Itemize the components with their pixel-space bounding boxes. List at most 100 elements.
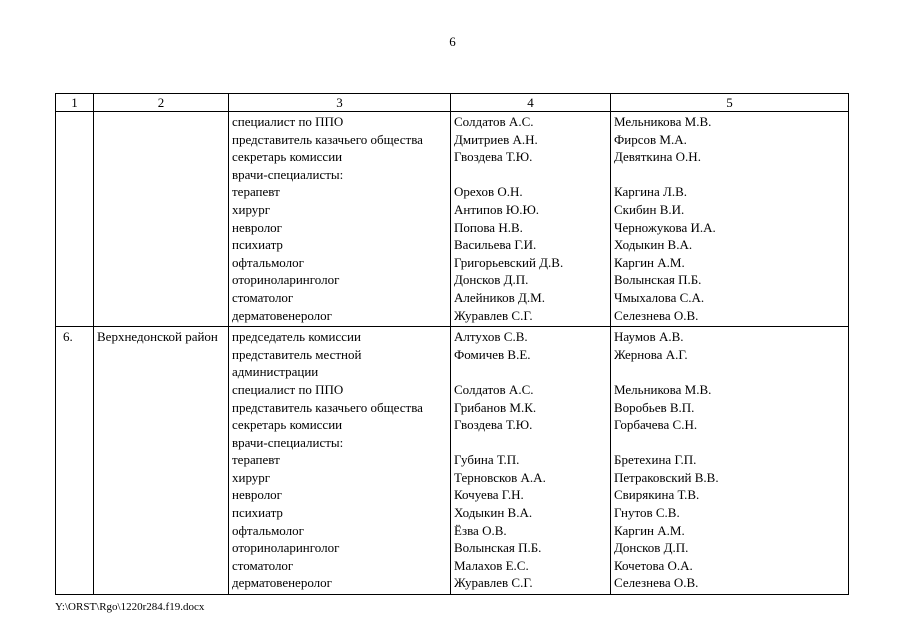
- cell-line: [454, 166, 607, 184]
- cell-line: Селезнева О.В.: [614, 575, 699, 591]
- table-row: 6. Верхнедонской район председатель коми…: [55, 326, 849, 596]
- cell-line: Малахов Е.С.: [454, 557, 529, 573]
- cell-line: Селезнева О.В.: [614, 307, 699, 323]
- cell-line: стоматолог: [232, 557, 294, 573]
- cell-line: Терновсков А.А.: [454, 469, 546, 485]
- cell-line: Чмыхалова С.А.: [614, 289, 705, 305]
- cell-line: [454, 363, 607, 381]
- cell-line: врачи-специалисты:: [232, 166, 344, 182]
- cell-line: Ходыкин В.А.: [614, 237, 693, 253]
- cell-line: администрации: [232, 364, 319, 380]
- cell-line: хирург: [232, 469, 271, 485]
- cell-line: Наумов А.В.: [614, 329, 684, 345]
- cell-line: Волынская П.Б.: [454, 540, 542, 556]
- cell-line: Донсков Д.П.: [454, 272, 529, 288]
- cell-line: Ходыкин В.А.: [454, 505, 533, 521]
- cell-line: Каргина Л.В.: [614, 184, 688, 200]
- table-header-row: 1 2 3 4 5: [55, 93, 849, 112]
- names-col5-cell: Наумов А.В. Жернова А.Г. Мельникова М.В. В…: [610, 326, 849, 596]
- cell-line: Солдатов А.С.: [454, 114, 534, 129]
- cell-line: Журавлев С.Г.: [454, 575, 533, 591]
- district-cell: Верхнедонской район: [93, 326, 229, 596]
- names-col4-cell: Солдатов А.С. Дмитриев А.Н. Гвоздева Т.Ю. …: [450, 110, 611, 328]
- cell-line: терапевт: [232, 184, 280, 200]
- cell-line: Каргин А.М.: [614, 254, 685, 270]
- cell-line: Васильева Г.И.: [454, 237, 537, 253]
- cell-line: стоматолог: [232, 289, 294, 305]
- cell-line: Волынская П.Б.: [614, 272, 702, 288]
- column-header-5: 5: [610, 93, 849, 112]
- commission-table: 1 2 3 4 5 специалист по ППО представитель…: [55, 93, 849, 596]
- cell-line: Антипов Ю.Ю.: [454, 201, 540, 217]
- cell-line: Фирсов М.А.: [614, 131, 687, 147]
- cell-line: офтальмолог: [232, 254, 304, 270]
- cell-line: Григорьевский Д.В.: [454, 254, 564, 270]
- cell-line: секретарь комиссии: [232, 149, 343, 165]
- cell-line: оториноларинголог: [232, 540, 340, 556]
- cell-line: дерматовенеролог: [232, 575, 332, 591]
- cell-line: Дмитриев А.Н.: [454, 131, 538, 147]
- cell-line: психиатр: [232, 505, 283, 521]
- cell-line: Грибанов М.К.: [454, 399, 537, 415]
- cell-line: Свирякина Т.В.: [614, 487, 700, 503]
- cell-line: представитель местной: [232, 346, 362, 362]
- cell-line: дерматовенеролог: [232, 307, 332, 323]
- cell-line: [614, 434, 845, 452]
- cell-line: невролог: [232, 487, 283, 503]
- cell-line: специалист по ППО: [232, 114, 344, 129]
- cell-line: Попова Н.В.: [454, 219, 523, 235]
- cell-line: Бретехина Г.П.: [614, 452, 697, 468]
- district-cell: [93, 110, 229, 328]
- cell-line: хирург: [232, 201, 271, 217]
- cell-line: невролог: [232, 219, 283, 235]
- cell-line: Ёзва О.В.: [454, 522, 507, 538]
- roles-cell: председатель комиссии представитель местн…: [228, 326, 451, 596]
- cell-line: Алтухов С.В.: [454, 329, 528, 345]
- cell-line: офтальмолог: [232, 522, 304, 538]
- cell-line: Алейников Д.М.: [454, 289, 545, 305]
- cell-line: Девяткина О.Н.: [614, 149, 701, 165]
- cell-line: Фомичев В.Е.: [454, 346, 531, 362]
- cell-line: [454, 434, 607, 452]
- cell-line: Каргин А.М.: [614, 522, 685, 538]
- row-number-cell: [55, 110, 94, 328]
- roles-cell: специалист по ППО представитель казачьего…: [228, 110, 451, 328]
- column-header-2: 2: [93, 93, 229, 112]
- cell-line: Мельникова М.В.: [614, 381, 712, 397]
- file-path: Y:\ORST\Rgo\1220r284.f19.docx: [55, 601, 205, 614]
- cell-line: представитель казачьего общества: [232, 399, 423, 415]
- cell-line: Гвоздева Т.Ю.: [454, 149, 533, 165]
- cell-line: терапевт: [232, 452, 280, 468]
- cell-line: Журавлев С.Г.: [454, 307, 533, 323]
- cell-line: председатель комиссии: [232, 329, 361, 345]
- cell-line: Мельникова М.В.: [614, 114, 712, 129]
- cell-line: психиатр: [232, 237, 283, 253]
- cell-line: Орехов О.Н.: [454, 184, 523, 200]
- cell-line: Горбачева С.Н.: [614, 417, 698, 433]
- cell-line: Кочуева Г.Н.: [454, 487, 524, 503]
- names-col5-cell: Мельникова М.В. Фирсов М.А. Девяткина О.Н.…: [610, 110, 849, 328]
- cell-line: представитель казачьего общества: [232, 131, 423, 147]
- column-header-1: 1: [55, 93, 94, 112]
- cell-line: [614, 166, 845, 184]
- cell-line: Кочетова О.А.: [614, 557, 693, 573]
- cell-line: Солдатов А.С.: [454, 381, 534, 397]
- cell-line: Воробьев В.П.: [614, 399, 695, 415]
- cell-line: [614, 363, 845, 381]
- cell-line: Жернова А.Г.: [614, 346, 688, 362]
- row-number-cell: 6.: [55, 326, 94, 596]
- cell-line: специалист по ППО: [232, 381, 344, 397]
- names-col4-cell: Алтухов С.В. Фомичев В.Е. Солдатов А.С. Гр…: [450, 326, 611, 596]
- cell-line: Донсков Д.П.: [614, 540, 689, 556]
- column-header-4: 4: [450, 93, 611, 112]
- cell-line: врачи-специалисты:: [232, 434, 344, 450]
- page-number: 6: [449, 34, 456, 49]
- cell-line: Гнутов С.В.: [614, 505, 680, 521]
- cell-line: оториноларинголог: [232, 272, 340, 288]
- cell-line: Губина Т.П.: [454, 452, 520, 468]
- table-row: специалист по ППО представитель казачьего…: [55, 110, 849, 328]
- cell-line: Черножукова И.А.: [614, 219, 716, 235]
- cell-line: Гвоздева Т.Ю.: [454, 417, 533, 433]
- column-header-3: 3: [228, 93, 451, 112]
- cell-line: секретарь комиссии: [232, 417, 343, 433]
